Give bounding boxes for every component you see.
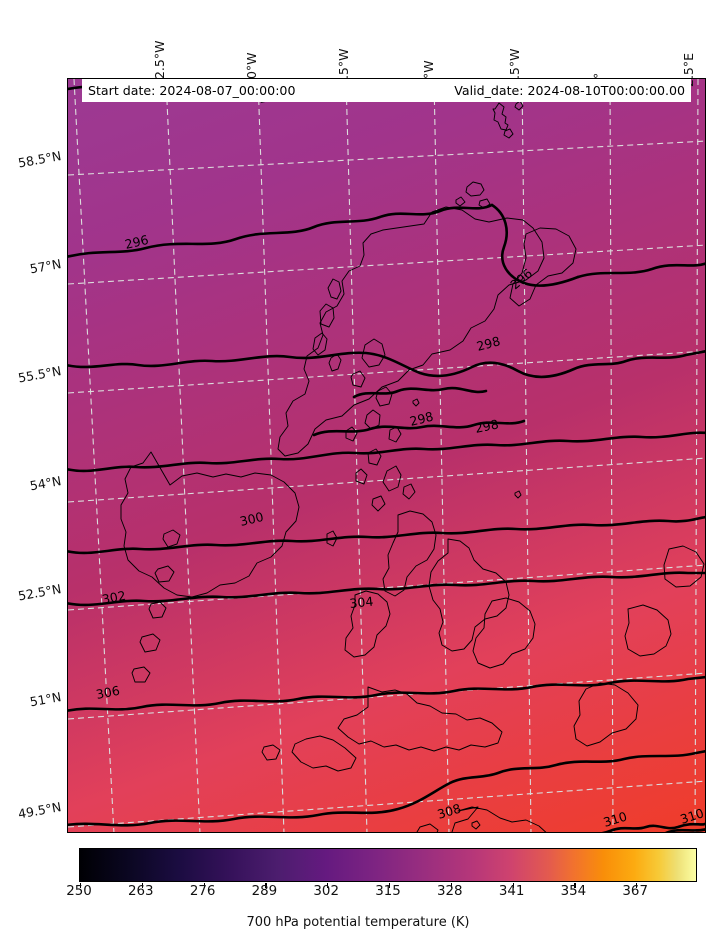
colorbar-tick-label-0: 250 — [66, 884, 92, 899]
map-overlay: 296 296 296 298 298 298 300 302 304 306 … — [68, 79, 705, 832]
colorbar-label: 700 hPa potential temperature (K) — [246, 915, 470, 930]
svg-text:302: 302 — [101, 588, 127, 607]
colorbar-tickmark-3 — [265, 883, 267, 888]
colorbar-tick-label-3: 289 — [251, 884, 278, 899]
svg-text:304: 304 — [349, 594, 374, 611]
colorbar-tickmark-8 — [574, 883, 576, 888]
lat-tick-label-5: 51°N — [28, 689, 63, 710]
svg-text:306: 306 — [95, 683, 121, 702]
svg-text:296: 296 — [507, 265, 535, 292]
lat-tick-label-1: 57°N — [28, 256, 63, 277]
lat-tick-label-2: 55.5°N — [16, 363, 63, 386]
colorbar-tick-label-6: 328 — [437, 884, 463, 899]
colorbar-tick-label-2: 276 — [189, 884, 216, 899]
lat-tick-label-4: 52.5°N — [16, 581, 63, 604]
valid-date-label: Valid_date: 2024-08-10T00:00:00.00 — [454, 83, 685, 98]
potential-temperature-field — [68, 79, 705, 832]
colorbar-tickmark-2 — [203, 883, 205, 888]
start-date-label: Start date: 2024-08-07_00:00:00 — [88, 83, 296, 98]
colorbar-tickmark-6 — [450, 883, 453, 888]
lat-tick-label-3: 54°N — [28, 473, 63, 494]
svg-text:310: 310 — [601, 809, 628, 830]
colorbar-tickmark-4 — [327, 883, 329, 888]
svg-text:298: 298 — [474, 416, 501, 436]
colorbar-tickmark-7 — [512, 883, 514, 888]
colorbar[interactable] — [79, 848, 697, 888]
contour-lines — [68, 79, 705, 832]
colorbar-tickmark-0 — [80, 883, 82, 888]
colorbar-tick-label-7: 341 — [498, 884, 525, 899]
colorbar-gradient — [80, 849, 696, 881]
colorbar-tick-label-9: 367 — [622, 884, 648, 899]
map-axes[interactable]: 296 296 296 298 298 298 300 302 304 306 … — [67, 78, 706, 833]
svg-text:298: 298 — [408, 409, 435, 429]
title-bar: Start date: 2024-08-07_00:00:00 Valid_da… — [82, 79, 691, 102]
lat-tick-label-6: 49.5°N — [16, 799, 63, 822]
svg-text:300: 300 — [238, 509, 265, 529]
contour-labels: 296 296 296 298 298 298 300 302 304 306 … — [95, 87, 705, 830]
svg-text:310: 310 — [678, 805, 705, 827]
colorbar-tickmark-5 — [389, 883, 391, 888]
coastlines — [120, 100, 705, 832]
colorbar-tickmark-1 — [141, 883, 144, 888]
colorbar-tick-label-1: 263 — [128, 884, 154, 899]
colorbar-tick-label-4: 302 — [313, 884, 339, 899]
colorbar-tick-label-5: 315 — [375, 884, 401, 899]
svg-text:308: 308 — [435, 801, 462, 822]
colorbar-tickmark-9 — [636, 883, 638, 888]
svg-text:298: 298 — [475, 333, 502, 354]
graticule-gridlines — [68, 79, 705, 832]
svg-text:296: 296 — [123, 232, 150, 252]
lat-tick-label-0: 58.5°N — [16, 148, 63, 171]
colorbar-tick-label-8: 354 — [560, 884, 587, 899]
